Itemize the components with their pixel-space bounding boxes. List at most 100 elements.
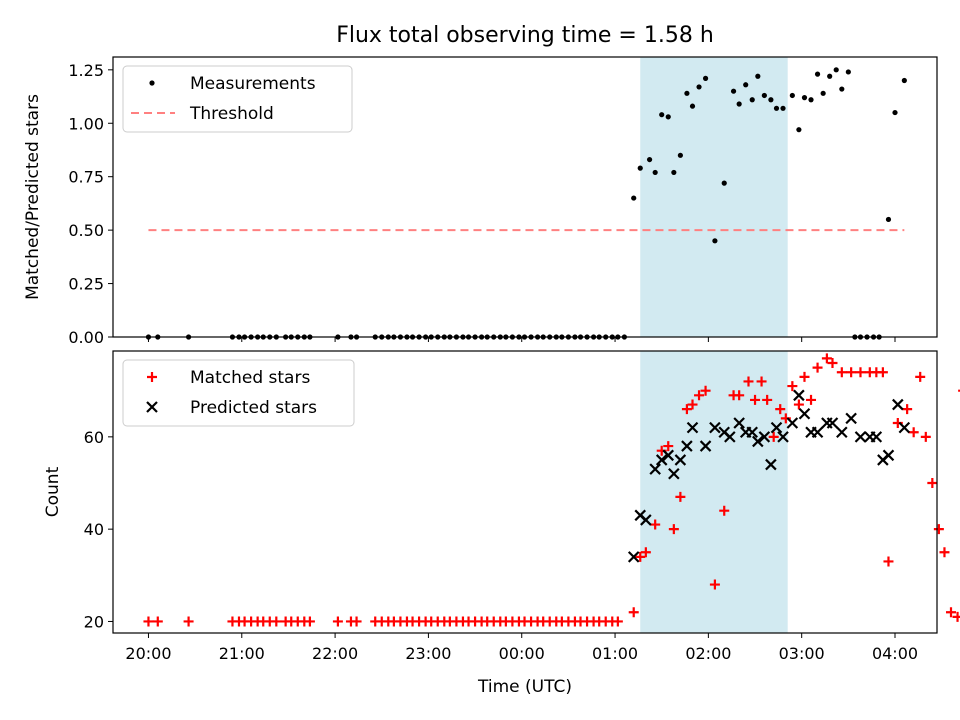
predicted-star-point xyxy=(798,407,811,420)
y-tick-label: 40 xyxy=(84,520,104,539)
predicted-star-point xyxy=(627,551,640,563)
measurement-point xyxy=(833,67,839,73)
measurement-point xyxy=(689,103,696,109)
matched-star-point xyxy=(143,616,154,627)
x-tick-label: 04:00 xyxy=(872,644,918,663)
x-tick-label: 02:00 xyxy=(685,644,731,663)
legend-box xyxy=(122,65,353,133)
measurement-point xyxy=(736,101,742,107)
predicted-star-point xyxy=(892,398,904,411)
x-tick-label: 03:00 xyxy=(779,644,825,663)
measurement-point xyxy=(743,82,749,88)
legend-threshold-label: Threshold xyxy=(189,104,274,124)
measurement-point xyxy=(696,84,702,90)
matched-star-point xyxy=(812,362,823,373)
matched-star-point xyxy=(681,404,692,415)
measurement-point xyxy=(780,105,786,111)
predicted-star-point xyxy=(870,431,883,443)
predicted-star-point xyxy=(733,417,745,429)
predicted-star-point xyxy=(845,412,857,425)
measurement-point xyxy=(808,97,814,103)
measurement-point xyxy=(665,114,671,120)
matched-star-point xyxy=(635,551,646,562)
measurement-point xyxy=(796,127,802,133)
matched-star-point xyxy=(332,616,343,627)
measurement-point xyxy=(730,88,737,94)
predicted-star-point xyxy=(777,431,789,443)
matched-star-point xyxy=(183,616,194,627)
predicted-star-point xyxy=(686,421,699,434)
matched-star-point xyxy=(694,390,705,401)
predicted-star-point xyxy=(826,417,839,429)
matched-star-point xyxy=(806,394,817,405)
predicted-star-point xyxy=(674,454,687,466)
matched-star-point xyxy=(762,394,773,405)
measurement-point xyxy=(721,180,727,186)
predicted-star-point xyxy=(681,440,693,452)
predicted-star-point xyxy=(662,449,675,462)
matched-star-point xyxy=(846,367,857,378)
y-tick-label: 0.00 xyxy=(68,328,104,347)
legend-box xyxy=(122,359,355,427)
predicted-star-point xyxy=(786,417,799,429)
measurement-point xyxy=(827,73,833,79)
predicted-star-point xyxy=(724,431,736,443)
panel-frame xyxy=(112,56,938,338)
legend-predicted-marker xyxy=(146,401,158,413)
matched-star-point xyxy=(827,358,838,368)
matched-star-point xyxy=(775,404,786,415)
matched-star-point xyxy=(756,376,767,387)
matched-star-point xyxy=(271,616,282,627)
predicted-star-point xyxy=(811,426,824,439)
predicted-star-point xyxy=(854,431,867,443)
measurement-point xyxy=(885,216,892,223)
matched-star-point xyxy=(304,616,315,627)
y-tick-label: 1.25 xyxy=(68,61,104,80)
matched-star-point xyxy=(675,491,686,502)
matched-star-point xyxy=(709,579,720,590)
legend-measurements-marker xyxy=(149,80,155,86)
measurement-point xyxy=(820,90,826,96)
y-tick-label: 0.50 xyxy=(68,221,104,240)
matched-star-point xyxy=(883,556,894,567)
matched-star-point xyxy=(908,427,919,438)
matched-star-point xyxy=(668,524,679,535)
matched-star-point xyxy=(933,524,944,535)
observing-span-highlight xyxy=(640,57,788,337)
matched-star-point xyxy=(939,547,950,558)
predicted-star-point xyxy=(668,467,680,480)
matched-star-point xyxy=(877,367,888,378)
predicted-star-point xyxy=(709,421,721,434)
predicted-star-point xyxy=(746,426,759,439)
legend-predicted-label: Predicted stars xyxy=(190,398,317,418)
x-tick-label: 20:00 xyxy=(125,644,171,663)
measurement-point xyxy=(677,152,683,158)
matched-star-point xyxy=(821,353,832,364)
measurement-point xyxy=(702,75,709,81)
measurement-point xyxy=(761,92,767,99)
chart-panels: 0.00 0.25 0.50 0.75 1.00 1.25 Matched/Predicte… xyxy=(23,56,960,663)
matched-star-point xyxy=(687,399,698,410)
measurement-point xyxy=(712,238,718,244)
panel-frame xyxy=(112,350,938,634)
measurement-point xyxy=(845,69,851,75)
measurement-point xyxy=(749,97,755,103)
predicted-star-point xyxy=(898,421,911,434)
observing-span-highlight xyxy=(640,351,788,633)
matched-star-point xyxy=(799,371,810,382)
matched-star-point xyxy=(915,371,926,382)
measurement-point xyxy=(773,105,780,111)
predicted-star-point xyxy=(793,389,805,402)
x-axis-label: Time (UTC) xyxy=(477,677,572,697)
matched-star-point xyxy=(640,547,651,558)
matched-star-point xyxy=(612,616,623,627)
predicted-star-point xyxy=(752,435,764,448)
matched-star-point xyxy=(793,399,804,410)
measurement-point xyxy=(901,77,907,84)
y-axis-label: Count xyxy=(43,466,63,517)
matched-star-point xyxy=(663,441,674,452)
measurement-point xyxy=(789,92,795,99)
matched-star-point xyxy=(768,431,779,442)
legend: Measurements Threshold xyxy=(122,65,353,133)
